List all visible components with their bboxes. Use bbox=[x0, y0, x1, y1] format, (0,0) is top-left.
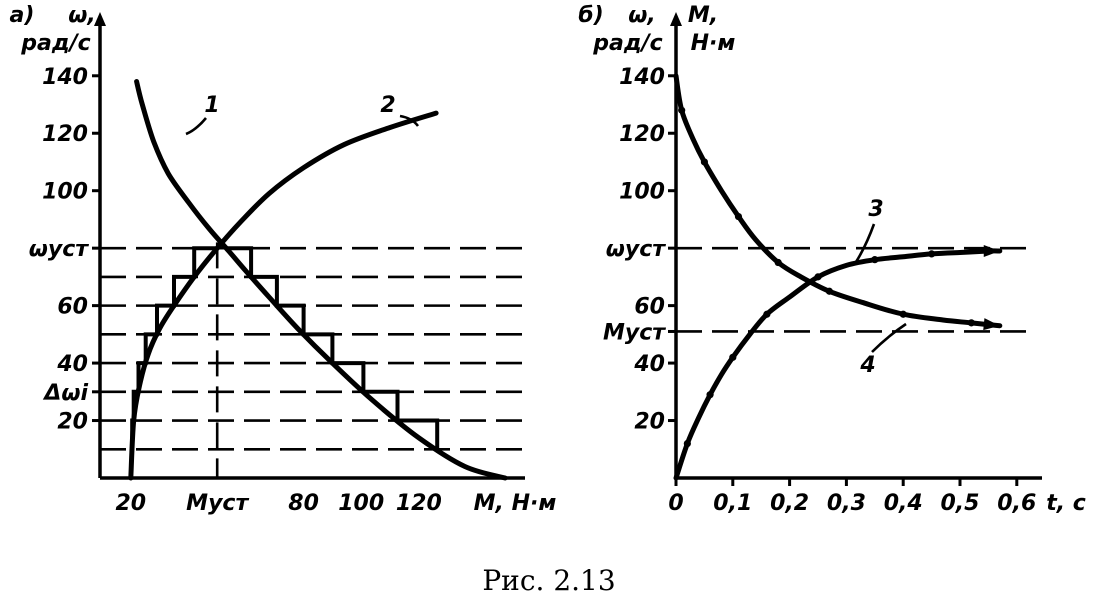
panel-a-staircase-curve-1 bbox=[226, 246, 440, 450]
panel-a-x-tick-2: 80 bbox=[288, 491, 319, 516]
panel-b-ylabel2-m: M, bbox=[688, 3, 718, 28]
panel-a-leader-1 bbox=[185, 117, 207, 136]
panel-b-arrow-3 bbox=[983, 245, 1000, 258]
panel-a-label: а) bbox=[10, 3, 35, 28]
panel-a-y-tick-4: 60 bbox=[57, 295, 88, 320]
panel-a-y-tick-7: 20 bbox=[57, 410, 88, 435]
panel-b-x-tick-1: 0,1 bbox=[713, 491, 752, 516]
figure-caption: Рис. 2.13 bbox=[482, 564, 615, 594]
panel-a-curve-1 bbox=[134, 79, 508, 481]
panel-a-curve-label-2: 2 bbox=[380, 93, 395, 118]
panel-b-leader-4 bbox=[871, 322, 907, 353]
panel-a-y-tick-5: 40 bbox=[56, 352, 88, 377]
panel-b-x-tick-0: 0 bbox=[668, 491, 683, 516]
panel-a-ylabel-omega: ω, bbox=[68, 3, 95, 28]
panel-a-y-tick-3: ωуст bbox=[29, 237, 90, 262]
panel-b-x-tick-4: 0,4 bbox=[884, 491, 923, 516]
panel-b-point-4-5 bbox=[734, 212, 743, 221]
panel-b-curve-4 bbox=[673, 73, 1003, 329]
panel-b-y-arrow bbox=[670, 12, 682, 26]
panel-b-point-4-1 bbox=[678, 106, 686, 114]
panel-b-ylabel2-unit: Н·м bbox=[691, 31, 736, 56]
panel-a-x-tick-3: 100 bbox=[338, 491, 384, 516]
panel-a-y-tick-6: Δωi bbox=[42, 381, 88, 406]
panel-b-y-tick-2: 100 bbox=[619, 180, 665, 205]
panel-b-y-tick-1: 120 bbox=[619, 122, 665, 147]
panel-a-staircase-curve-2 bbox=[130, 246, 218, 450]
panel-b-x-tick-5: 0,5 bbox=[941, 491, 980, 516]
panel-b-point-4-11 bbox=[899, 310, 907, 318]
panel-a-y-arrow bbox=[94, 12, 106, 26]
panel-b-point-3-5 bbox=[729, 353, 737, 361]
panel-b-point-3-11 bbox=[871, 256, 879, 264]
panel-b-point-3-13 bbox=[928, 250, 936, 258]
panel-b-curve-label-3: 3 bbox=[868, 197, 883, 222]
panel-b-point-4-3 bbox=[700, 158, 709, 166]
panel-b-y-tick-7: 20 bbox=[634, 410, 665, 435]
panel-a-ylabel-unit: рад/с bbox=[20, 31, 90, 56]
panel-a-leader-2 bbox=[399, 114, 420, 127]
panel-a-y-tick-1: 120 bbox=[42, 122, 88, 147]
panel-b-y-tick-4: 60 bbox=[634, 295, 665, 320]
panel-a-y-tick-2: 100 bbox=[42, 180, 88, 205]
panel-b-point-4-13 bbox=[967, 319, 975, 327]
panel-b-point-3-1 bbox=[683, 439, 691, 448]
panel-b-ylabel-unit: рад/с bbox=[592, 31, 662, 56]
panel-b-y-tick-6: 40 bbox=[633, 352, 665, 377]
panel-a-x-axis-label: M, Н·м bbox=[474, 491, 557, 516]
panel-b-ylabel-omega: ω, bbox=[628, 3, 655, 28]
panel-a-y-tick-0: 140 bbox=[42, 65, 88, 90]
panel-b-x-tick-3: 0,3 bbox=[827, 491, 866, 516]
panel-b-point-3-3 bbox=[706, 391, 714, 399]
panel-b-point-4-9 bbox=[825, 287, 833, 295]
panel-b-arrow-4 bbox=[983, 318, 1000, 331]
panel-b-y-tick-3: ωуст bbox=[606, 237, 667, 262]
panel-b-x-tick-6: 0,6 bbox=[997, 491, 1036, 516]
panel-b-point-3-7 bbox=[763, 310, 771, 318]
panel-b-point-4-7 bbox=[774, 258, 782, 267]
panel-a-curve-label-1: 1 bbox=[204, 93, 219, 118]
panel-b-y-tick-5: Mуст bbox=[603, 320, 666, 345]
panel-b-x-axis-label: t, c bbox=[1046, 491, 1086, 516]
panel-b-curve-3 bbox=[673, 248, 1003, 481]
panel-a-curve-2 bbox=[128, 110, 439, 481]
panel-b-y-tick-0: 140 bbox=[619, 65, 665, 90]
panel-b-x-tick-2: 0,2 bbox=[770, 491, 809, 516]
panel-a-x-tick-0: 20 bbox=[115, 491, 146, 516]
panel-a-x-tick-4: 120 bbox=[396, 491, 442, 516]
panel-b-point-3-9 bbox=[814, 273, 822, 281]
panel-b-label: б) bbox=[578, 3, 603, 28]
panel-b-curve-label-4: 4 bbox=[859, 353, 875, 378]
panel-b-leader-3 bbox=[854, 223, 876, 263]
panel-a-x-tick-1: Mуст bbox=[186, 491, 249, 516]
